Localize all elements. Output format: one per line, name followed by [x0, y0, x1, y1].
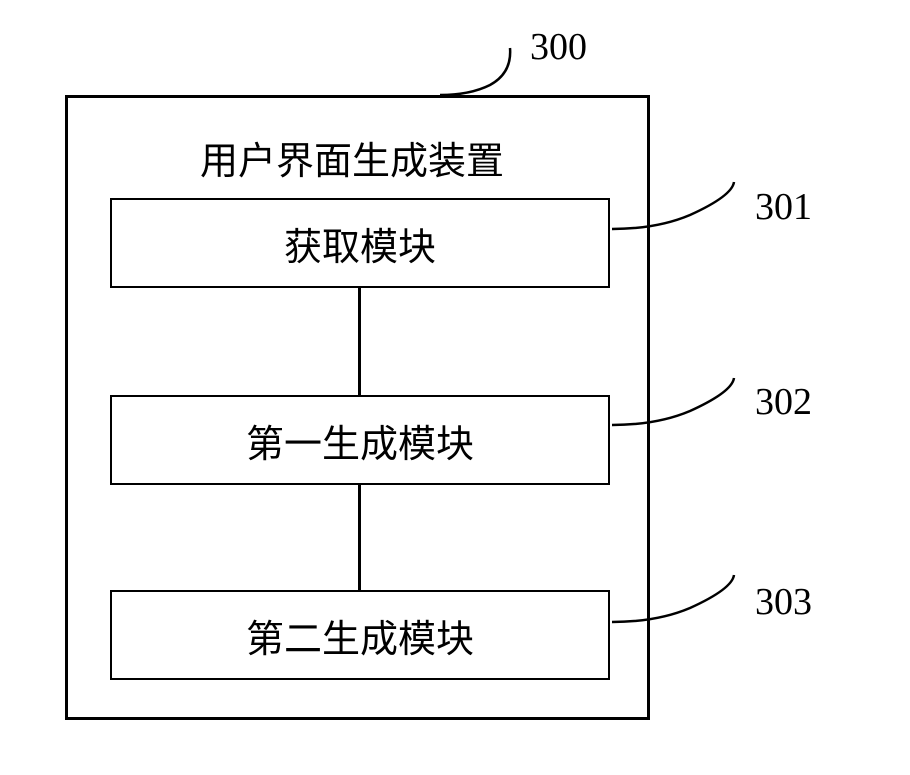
node-acquisition-module: 获取模块	[110, 198, 610, 288]
callout-label-300: 300	[530, 25, 587, 69]
node-label: 第二生成模块	[246, 608, 474, 663]
callout-curve-icon	[440, 48, 530, 98]
callout-curve-icon	[612, 575, 752, 625]
connector-2-3	[358, 485, 361, 590]
diagram-container: 用户界面生成装置 获取模块 第一生成模块 第二生成模块 300 301 302 …	[0, 0, 910, 775]
connector-1-2	[358, 288, 361, 395]
node-label: 获取模块	[284, 216, 436, 271]
outer-box-title: 用户界面生成装置	[200, 130, 504, 185]
node-first-gen-module: 第一生成模块	[110, 395, 610, 485]
callout-label-301: 301	[755, 185, 812, 229]
node-label: 第一生成模块	[246, 413, 474, 468]
callout-curve-icon	[612, 182, 752, 232]
callout-label-303: 303	[755, 580, 812, 624]
node-second-gen-module: 第二生成模块	[110, 590, 610, 680]
callout-label-302: 302	[755, 380, 812, 424]
callout-curve-icon	[612, 378, 752, 428]
